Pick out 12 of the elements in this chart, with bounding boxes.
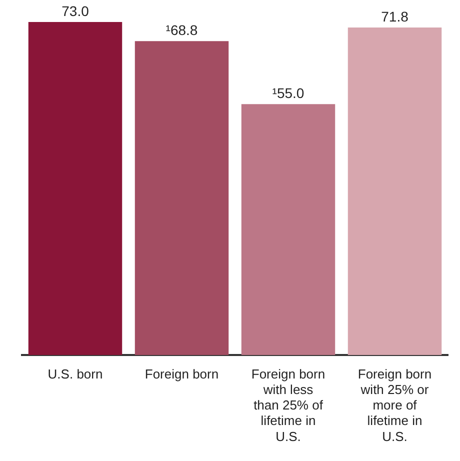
x-tick-label: Foreign born with less than 25% of lifetime in U.S. xyxy=(251,366,326,444)
bar xyxy=(134,41,229,355)
bar xyxy=(28,22,122,355)
x-tick-label: U.S. born xyxy=(48,366,103,382)
bar xyxy=(348,27,442,355)
data-label: ¹55.0 xyxy=(272,84,304,101)
x-tick-label: Foreign born with 25% or more of lifetime in U.S. xyxy=(358,366,432,444)
bar xyxy=(241,104,336,355)
x-tick-label: Foreign born xyxy=(144,366,219,382)
data-label: 71.8 xyxy=(381,8,409,24)
data-label: 73.0 xyxy=(62,2,90,19)
data-label: ¹68.8 xyxy=(166,22,198,38)
